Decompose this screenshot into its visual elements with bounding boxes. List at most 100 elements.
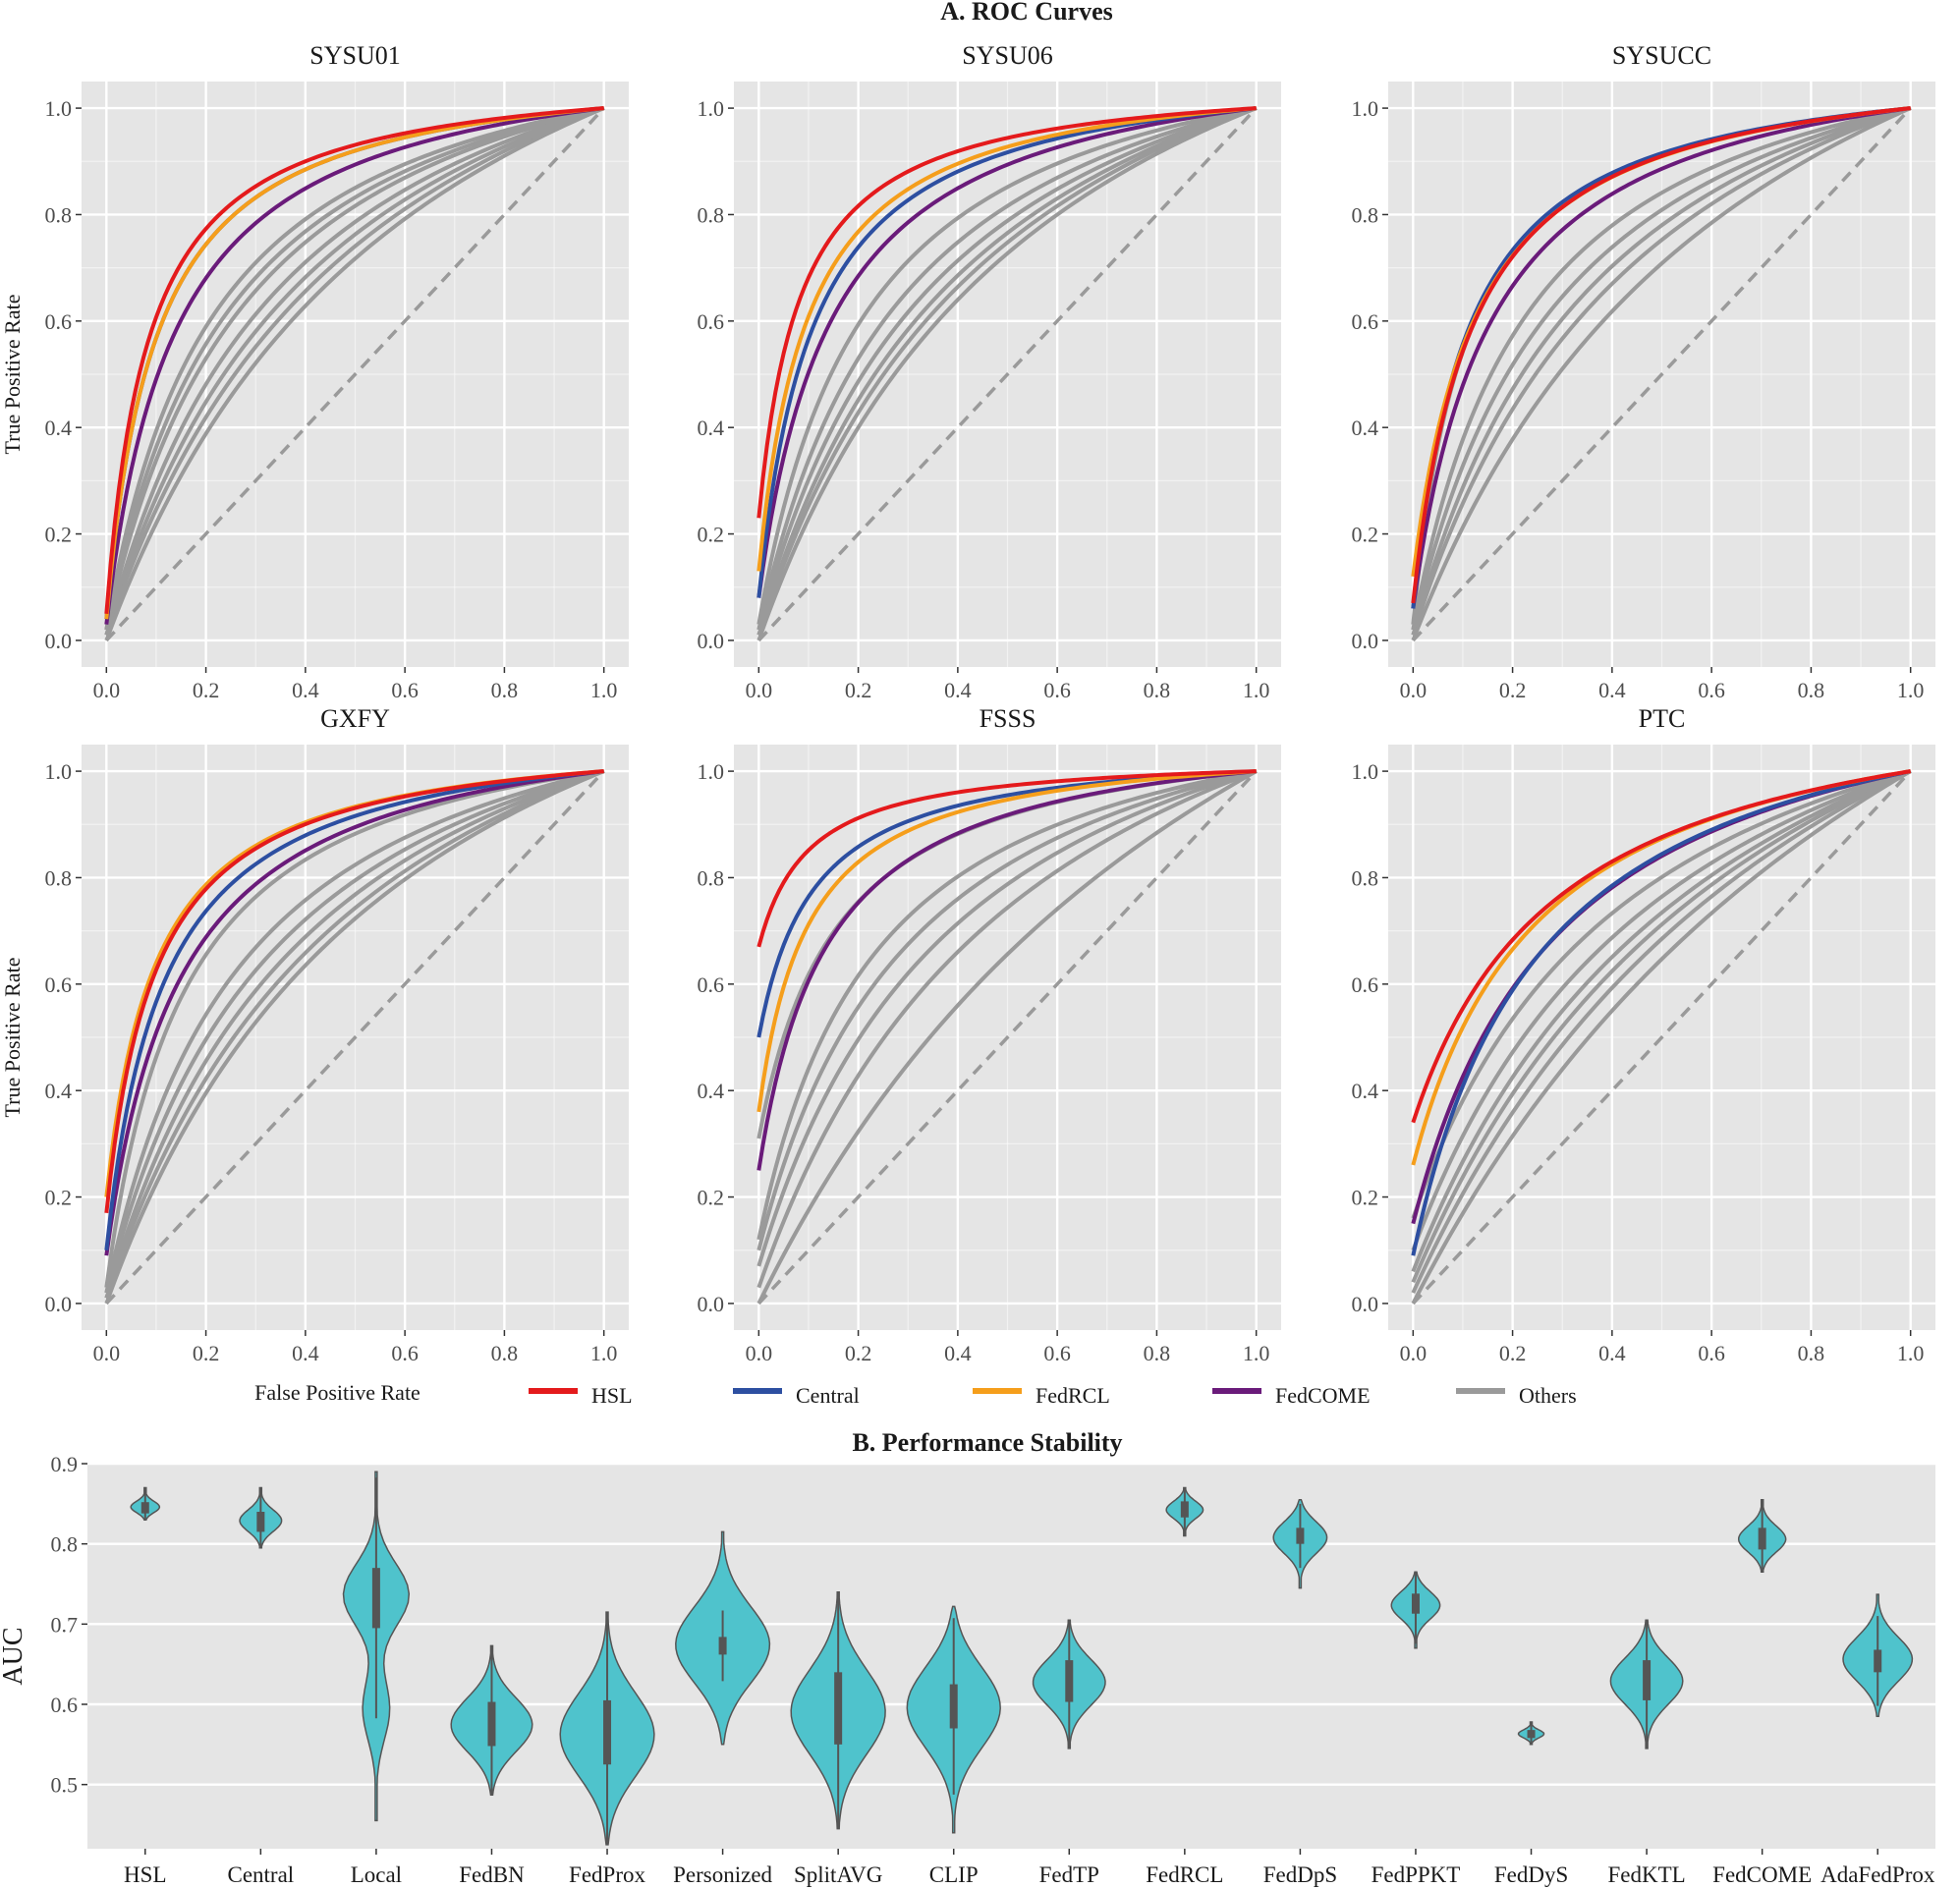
violin-personized: Personized [673,1530,773,1887]
y-tick-label: 0.4 [698,416,725,440]
roc-panel-gxfy: 0.0 0.2 0.4 0.6 0.8 1.0 0.0 0.2 0.4 0.6 0.8 1.0 GXFY… [0,704,629,1365]
y-tick-label: 0.0 [45,1292,73,1316]
x-tick-label: 0.6 [1698,678,1725,702]
roc-curve-hsl-0 [104,769,604,1214]
violin-panel: 0.5 0.6 0.7 0.8 0.9 AUC HSL Central Local FedBN Fe… [0,1452,1935,1887]
roc-curve-hsl-0 [1411,106,1911,604]
roc-curve-others-6 [104,769,605,1294]
x-tick-label: 0.0 [1400,1341,1428,1365]
x-tick-label: 0.2 [1499,678,1527,702]
roc-curve-fedcome-3 [104,769,604,1256]
legend-label: HSL [591,1383,633,1408]
violin-splitavg: SplitAVG [790,1590,886,1887]
x-tick-label: FedProx [569,1862,645,1887]
roc-curve-others-5 [756,769,1258,1241]
x-tick-label: 0.0 [1400,678,1428,702]
x-tick-label: 1.0 [1243,678,1270,702]
roc-panel-fsss: 0.0 0.2 0.4 0.6 0.8 1.0 0.0 0.2 0.4 0.6 0.8 1.0 FSSS [698,704,1281,1365]
violin-fedcome: FedCOME [1712,1499,1812,1887]
y-tick-label: 0.6 [45,309,73,334]
roc-curve-others-4 [104,106,605,631]
roc-curve-others-6 [1411,106,1912,631]
x-tick-label: 0.6 [391,1341,419,1365]
y-tick-label: 0.6 [45,972,73,997]
figure-title-roc: A. ROC Curves [940,0,1113,26]
violin-fedrcl: FedRCL [1146,1486,1223,1887]
violin-iqr-box [1180,1501,1189,1518]
y-tick-label: 0.6 [698,309,725,334]
roc-curve-hsl-0 [1411,769,1912,1124]
roc-curve-others-7 [1411,769,1912,1284]
violin-feddps: FedDpS [1263,1499,1337,1887]
x-tick-label: HSL [124,1862,166,1887]
roc-curve-others-8 [1411,769,1912,1294]
y-tick-label: 0.8 [1352,202,1379,227]
roc-curve-others-5 [1411,769,1912,1251]
roc-curve-others-6 [756,769,1258,1251]
chance-diagonal [1412,769,1912,1306]
roc-curve-fedcome-3 [1411,106,1911,609]
violin-iqr-box [1527,1730,1536,1739]
roc-curve-others-9 [1411,769,1912,1305]
y-tick-label: 0.0 [698,1292,725,1316]
violin-feddys: FedDyS [1494,1721,1568,1887]
x-tick-label: FedPPKT [1372,1862,1461,1887]
legend-item-fedcome: FedCOME [1212,1383,1371,1408]
x-tick-label: 0.0 [93,678,121,702]
x-tick-label: Personized [673,1862,772,1887]
violin-central: Central [227,1486,294,1887]
violin-iqr-box [1296,1528,1305,1544]
roc-curve-hsl-0 [756,106,1257,519]
y-tick-label: 1.0 [45,96,73,121]
y-tick-label: 1.0 [1352,96,1379,121]
violin-hsl: HSL [124,1486,167,1887]
x-tick-label: 0.6 [1043,678,1071,702]
chance-diagonal [105,106,605,642]
violin-iqr-box [1643,1660,1652,1700]
violin-fedktl: FedKTL [1607,1619,1686,1887]
x-tick-label: Central [227,1862,294,1887]
y-tick-label: 0.2 [698,523,725,547]
violin-fedprox: FedProx [559,1611,655,1887]
violin-adafedprox: AdaFedProx [1820,1593,1935,1887]
x-tick-label: 0.8 [1144,678,1171,702]
roc-curve-others-8 [1411,106,1912,637]
legend-item-others: Others [1456,1383,1577,1408]
roc-curve-others-9 [756,769,1258,1305]
violin-fedtp: FedTP [1032,1619,1106,1887]
violin-iqr-box [1874,1649,1882,1673]
x-tick-label: 0.2 [1499,1341,1527,1365]
violin-iqr-box [718,1637,727,1655]
roc-curve-others-7 [1411,106,1912,637]
legend-label: FedCOME [1275,1383,1371,1408]
violin-fedppkt: FedPPKT [1372,1571,1461,1887]
roc-curve-fedrcl-2 [756,769,1257,1113]
roc-curve-others-6 [1411,769,1912,1273]
violin-local: Local [342,1471,411,1887]
roc-curve-others-4 [756,106,1258,626]
x-tick-label: FedRCL [1146,1862,1223,1887]
y-tick-label: 0.2 [45,1186,73,1210]
y-tick-label: 0.6 [698,972,725,997]
violin-iqr-box [949,1684,958,1729]
roc-curve-central-1 [1411,769,1912,1256]
x-tick-label: 1.0 [590,1341,618,1365]
y-tick-label: 0.8 [45,865,73,890]
y-tick-label: 0.8 [45,202,73,227]
x-tick-label: CLIP [929,1862,979,1887]
violin-iqr-box [834,1672,843,1745]
roc-panel-sysucc: 0.0 0.2 0.4 0.6 0.8 1.0 0.0 0.2 0.4 0.6 0.8 1.0 SYSU… [1352,41,1935,702]
y-tick-label: 0.2 [1352,1186,1379,1210]
y-tick-label: 0.6 [1352,972,1379,997]
roc-curve-others-7 [756,106,1258,637]
x-tick-label: Local [351,1862,402,1887]
y-tick-label: 0.8 [1352,865,1379,890]
y-tick-label: 0.4 [1352,1079,1379,1103]
roc-curve-others-5 [104,106,605,631]
y-tick-label: 0.4 [45,416,73,440]
roc-curve-others-4 [1411,769,1912,1219]
x-tick-label: FedDyS [1494,1862,1568,1887]
roc-curve-others-9 [1411,106,1912,641]
roc-curve-hsl-0 [104,106,604,614]
roc-curve-others-6 [104,106,605,637]
